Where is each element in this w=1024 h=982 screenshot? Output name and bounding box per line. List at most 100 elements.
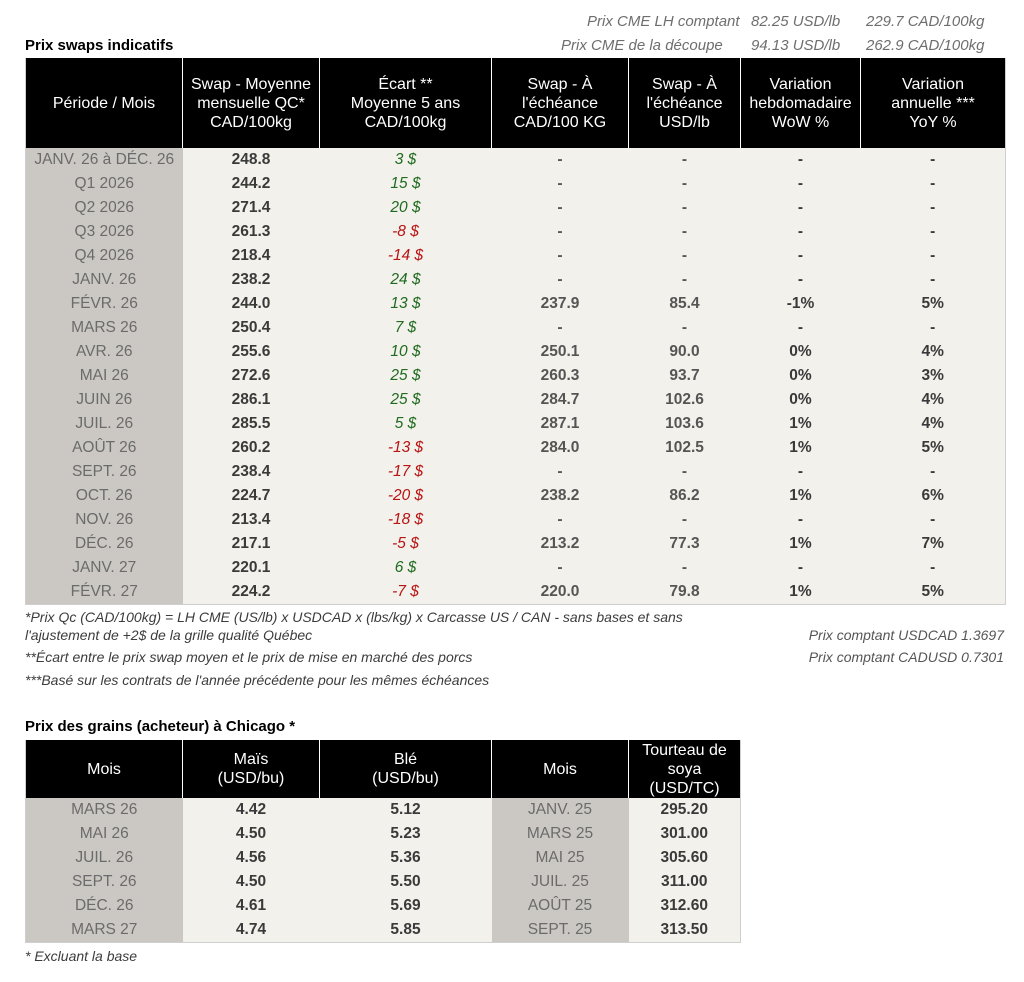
swaps-header-5: Variation hebdomadaire WoW %: [740, 58, 861, 148]
wow-cell: -: [740, 220, 861, 244]
swaps-header-text: annuelle ***: [891, 94, 975, 112]
swaps-header-1: Swap - Moyenne mensuelle QC* CAD/100kg: [182, 58, 320, 148]
gap-cell: -17 $: [319, 460, 492, 484]
swaps-body: JANV. 26 à DÉC. 26 248.8 3 $ - - - - Q1 2026 244…: [25, 148, 1006, 605]
wow-cell: -: [740, 556, 861, 580]
soy-month-cell: AOÛT 25: [491, 894, 629, 918]
yoy-cell: 5%: [860, 436, 1006, 460]
swap-usd-cell: 102.6: [628, 388, 741, 412]
swap-usd-cell: 79.8: [628, 580, 741, 605]
grains-header-text: Maïs: [233, 751, 269, 768]
gap-cell: 13 $: [319, 292, 492, 316]
corn-cell: 4.74: [182, 918, 320, 943]
wow-cell: -: [740, 268, 861, 292]
swap-average-cell: 224.2: [182, 580, 320, 605]
swaps-header-text: Période / Mois: [52, 94, 156, 112]
yoy-cell: 4%: [860, 388, 1006, 412]
swap-usd-cell: -: [628, 220, 741, 244]
swap-average-cell: 286.1: [182, 388, 320, 412]
soy-month-cell: MAI 25: [491, 846, 629, 870]
wheat-cell: 5.50: [319, 870, 492, 894]
month-cell: DÉC. 26: [25, 894, 183, 918]
swaps-header-text: Swap - À: [527, 75, 593, 93]
grains-table: Mois Maïs (USD/bu) Blé (USD/bu) Mois Tourteau …: [25, 740, 741, 943]
yoy-cell: 3%: [860, 364, 1006, 388]
gap-cell: 25 $: [319, 364, 492, 388]
swaps-header-text: YoY %: [909, 113, 957, 131]
table-row: JANV. 26 à DÉC. 26 248.8 3 $ - - - -: [25, 148, 1006, 172]
gap-cell: 3 $: [319, 148, 492, 172]
wow-cell: -: [740, 244, 861, 268]
cme-cut-cad: 262.9 CAD/100kg: [866, 37, 985, 54]
swap-cad-cell: 238.2: [491, 484, 629, 508]
grains-header-text: Mois: [543, 760, 577, 778]
gap-cell: -18 $: [319, 508, 492, 532]
yoy-cell: -: [860, 508, 1006, 532]
yoy-cell: 7%: [860, 532, 1006, 556]
swap-cad-cell: -: [491, 316, 629, 340]
wow-cell: -: [740, 508, 861, 532]
swap-cad-cell: 220.0: [491, 580, 629, 605]
yoy-cell: -: [860, 148, 1006, 172]
period-cell: JANV. 26: [25, 268, 183, 292]
grains-note: * Excluant la base: [25, 948, 138, 964]
wow-cell: -: [740, 316, 861, 340]
period-cell: OCT. 26: [25, 484, 183, 508]
wow-cell: -1%: [740, 292, 861, 316]
swaps-header-text: CAD/100kg: [364, 113, 447, 131]
swap-average-cell: 272.6: [182, 364, 320, 388]
table-row: Q2 2026 271.4 20 $ - - - -: [25, 196, 1006, 220]
table-row: JUIN 26 286.1 25 $284.7 102.6 0% 4%: [25, 388, 1006, 412]
swap-average-cell: 255.6: [182, 340, 320, 364]
swaps-header-text: Swap - Moyenne: [190, 75, 312, 93]
table-row: JUIL. 26 4.56 5.36 MAI 25 305.60: [25, 846, 741, 870]
soymeal-cell: 295.20: [628, 798, 741, 822]
swap-cad-cell: 284.7: [491, 388, 629, 412]
swaps-header-text: Variation: [769, 75, 832, 93]
corn-cell: 4.56: [182, 846, 320, 870]
yoy-cell: -: [860, 244, 1006, 268]
grains-header-text: Tourteau de: [642, 741, 727, 759]
soy-month-cell: JUIL. 25: [491, 870, 629, 894]
swap-usd-cell: 85.4: [628, 292, 741, 316]
soy-month-cell: JANV. 25: [491, 798, 629, 822]
swap-average-cell: 244.0: [182, 292, 320, 316]
gap-cell: -7 $: [319, 580, 492, 605]
period-cell: AVR. 26: [25, 340, 183, 364]
wheat-cell: 5.23: [319, 822, 492, 846]
swaps-table: Période / Mois Swap - Moyenne mensuelle QC…: [25, 58, 1006, 605]
period-cell: DÉC. 26: [25, 532, 183, 556]
grains-header-1: Maïs (USD/bu): [182, 740, 320, 798]
cme-lh-cad: 229.7 CAD/100kg: [866, 13, 985, 30]
period-cell: JANV. 27: [25, 556, 183, 580]
swap-cad-cell: 287.1: [491, 412, 629, 436]
swap-average-cell: 238.2: [182, 268, 320, 292]
wow-cell: 0%: [740, 364, 861, 388]
wheat-cell: 5.69: [319, 894, 492, 918]
grains-header-text: (USD/bu): [372, 770, 439, 787]
swap-usd-cell: -: [628, 460, 741, 484]
period-cell: Q2 2026: [25, 196, 183, 220]
period-cell: Q1 2026: [25, 172, 183, 196]
grains-header-0: Mois: [25, 740, 183, 798]
swap-cad-cell: -: [491, 460, 629, 484]
corn-cell: 4.42: [182, 798, 320, 822]
swaps-header-text: hebdomadaire: [749, 94, 852, 112]
swaps-header-text: USD/lb: [659, 113, 710, 131]
gap-cell: -5 $: [319, 532, 492, 556]
swap-average-cell: 260.2: [182, 436, 320, 460]
yoy-cell: -: [860, 172, 1006, 196]
grains-header-4: Tourteau de soya (USD/TC): [628, 740, 741, 798]
gap-cell: 5 $: [319, 412, 492, 436]
gap-cell: -14 $: [319, 244, 492, 268]
gap-cell: 15 $: [319, 172, 492, 196]
swaps-header-text: l'échéance: [646, 94, 723, 112]
soymeal-cell: 313.50: [628, 918, 741, 943]
swap-usd-cell: -: [628, 196, 741, 220]
swap-usd-cell: 77.3: [628, 532, 741, 556]
corn-cell: 4.50: [182, 822, 320, 846]
note-gap: **Écart entre le prix swap moyen et le p…: [25, 649, 473, 665]
swap-cad-cell: 250.1: [491, 340, 629, 364]
grains-header-text: Blé: [393, 751, 418, 768]
